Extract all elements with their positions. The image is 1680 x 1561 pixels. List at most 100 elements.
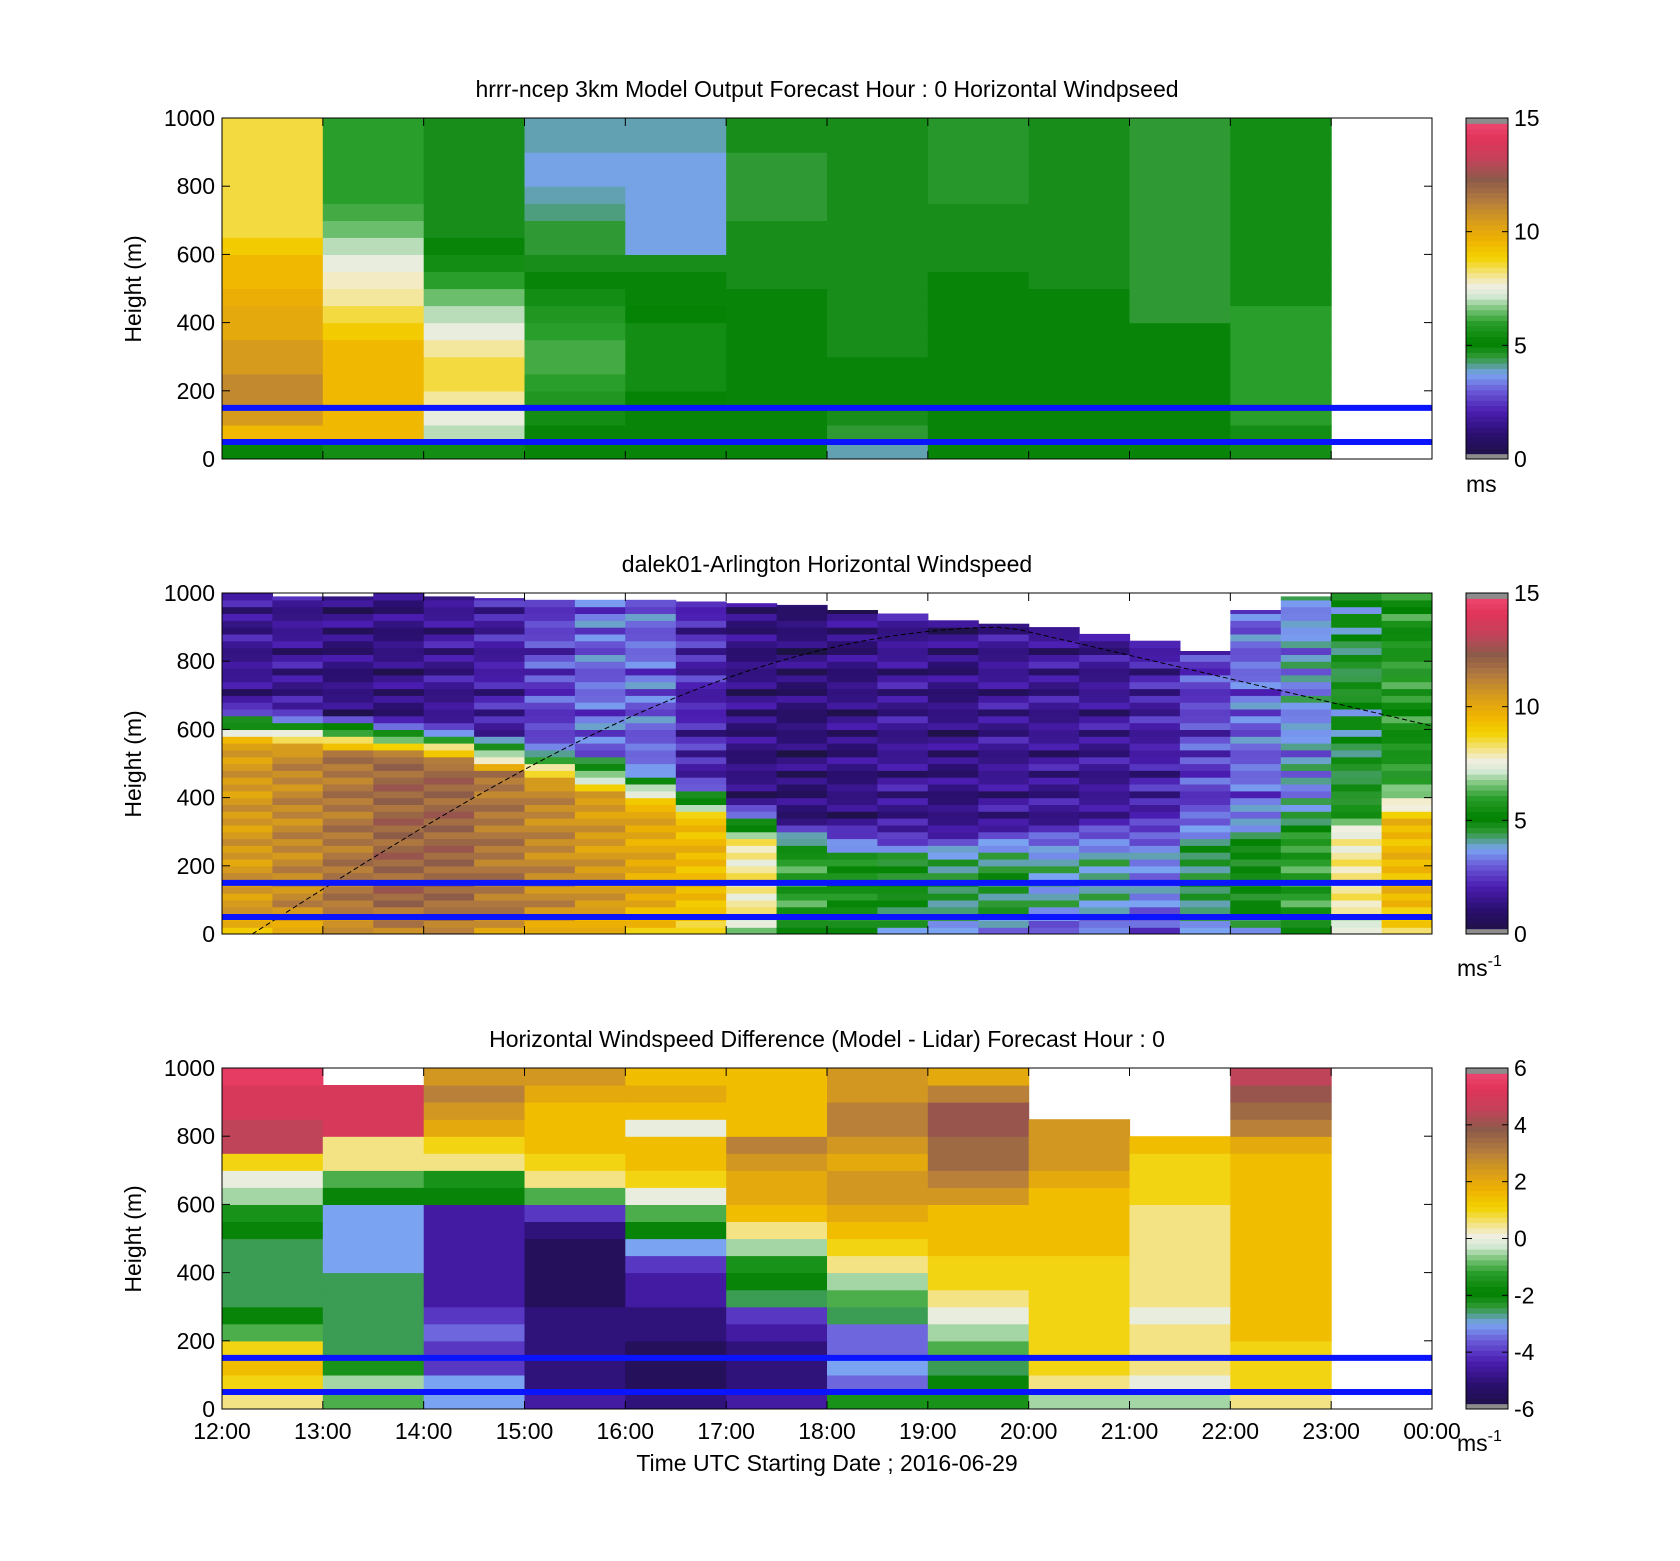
lidar-cell <box>1280 596 1332 601</box>
heatmap-cell <box>827 1221 929 1240</box>
heatmap-cell <box>524 1272 626 1291</box>
heatmap-cell <box>726 1374 828 1393</box>
lidar-cell <box>625 654 677 662</box>
heatmap-cell <box>1230 118 1332 136</box>
lidar-cell <box>1280 613 1332 621</box>
lidar-cell <box>373 770 425 778</box>
heatmap-cell <box>1230 1357 1332 1376</box>
lidar-cell <box>1230 668 1282 676</box>
lidar-cell <box>524 763 576 771</box>
colorbar-swatch <box>1466 1270 1508 1277</box>
heatmap-cell <box>322 1102 425 1120</box>
lidar-cell <box>625 872 677 880</box>
panel-model: hrrr-ncep 3km Model Output Forecast Hour… <box>120 76 1540 497</box>
lidar-cell <box>1280 627 1332 635</box>
y-tick-label: 1000 <box>164 580 215 606</box>
heatmap-cell <box>726 254 828 272</box>
colorbar-swatch <box>1466 752 1508 759</box>
lidar-cell <box>1280 715 1332 724</box>
lidar-cell <box>373 661 425 669</box>
lidar-cell <box>827 729 878 737</box>
lidar-cell <box>776 790 828 799</box>
heatmap-cell <box>1230 1289 1332 1308</box>
lidar-cell <box>1280 845 1332 853</box>
heatmap-cell <box>625 424 727 443</box>
lidar-cell <box>423 596 475 601</box>
lidar-cell <box>827 681 878 690</box>
lidar-cell <box>776 688 828 696</box>
lidar-cell <box>1381 640 1432 649</box>
colorbar-swatch <box>1466 859 1508 866</box>
lidar-cell <box>675 627 727 635</box>
heatmap-cell <box>1028 373 1131 392</box>
lidar-cell <box>1179 722 1231 730</box>
colorbar-tick-label: -6 <box>1514 1396 1534 1422</box>
lidar-cell <box>1331 681 1383 690</box>
panel-model-x-ticks <box>221 118 1433 459</box>
lidar-cell <box>322 743 374 751</box>
lidar-cell <box>877 627 929 635</box>
lidar-cell <box>1381 633 1432 642</box>
heatmap-cell <box>1129 1153 1231 1171</box>
lidar-cell <box>1129 743 1181 751</box>
lidar-cell <box>776 756 828 765</box>
heatmap-cell <box>827 220 929 238</box>
lidar-cell <box>978 708 1030 717</box>
lidar-cell <box>1280 681 1332 690</box>
lidar-cell <box>927 899 979 908</box>
lidar-cell <box>1129 729 1181 737</box>
colorbar-swatch <box>1466 416 1508 423</box>
colorbar-swatch <box>1466 886 1508 892</box>
lidar-cell <box>1028 681 1080 690</box>
lidar-cell <box>1331 811 1383 819</box>
heatmap-cell <box>726 1187 828 1205</box>
lidar-cell <box>927 927 979 934</box>
heatmap-cell <box>524 1204 626 1222</box>
heatmap-cell <box>524 1102 626 1120</box>
lidar-cell <box>1230 920 1282 928</box>
heatmap-cell <box>625 203 727 221</box>
lidar-cell <box>373 818 425 826</box>
heatmap-cell <box>726 203 828 221</box>
lidar-cell <box>625 722 677 730</box>
lidar-cell <box>1079 695 1131 703</box>
heatmap-cell <box>322 220 425 238</box>
lidar-cell <box>1179 763 1231 771</box>
lidar-cell <box>1381 681 1432 690</box>
lidar-cell <box>322 606 374 614</box>
heatmap-cell <box>1129 373 1231 392</box>
lidar-cell <box>574 708 626 717</box>
colorbar-swatch <box>1466 614 1508 621</box>
lidar-cell <box>272 620 324 628</box>
lidar-cell <box>877 845 929 853</box>
heatmap-cell <box>827 237 929 255</box>
heatmap-cell <box>1230 407 1332 426</box>
heatmap-cell <box>1230 288 1332 307</box>
colorbar-swatch <box>1466 251 1508 258</box>
heatmap-cell <box>625 1374 727 1393</box>
colorbar-swatch <box>1466 1398 1508 1405</box>
lidar-cell <box>423 852 475 860</box>
lidar-cell <box>776 749 828 758</box>
heatmap-cell <box>1129 203 1231 221</box>
heatmap-cell <box>1028 1221 1131 1240</box>
lidar-cell <box>877 893 929 901</box>
heatmap-cell <box>222 1255 324 1274</box>
lidar-cell <box>625 668 677 676</box>
heatmap-cell <box>625 254 727 272</box>
lidar-cell <box>222 599 273 608</box>
lidar-cell <box>1381 654 1432 662</box>
lidar-cell <box>1280 606 1332 614</box>
lidar-cell <box>1280 777 1332 785</box>
lidar-cell <box>927 859 979 867</box>
lidar-cell <box>827 654 878 662</box>
colorbar-swatch <box>1466 1371 1508 1378</box>
lidar-cell <box>978 661 1030 669</box>
heatmap-cell <box>524 339 626 358</box>
lidar-cell <box>776 708 828 717</box>
colorbar-swatch <box>1466 784 1508 791</box>
lidar-cell <box>1028 927 1080 934</box>
lidar-cell <box>1381 661 1432 669</box>
colorbar-swatch <box>1466 235 1508 242</box>
heatmap-cell <box>1230 1255 1332 1274</box>
